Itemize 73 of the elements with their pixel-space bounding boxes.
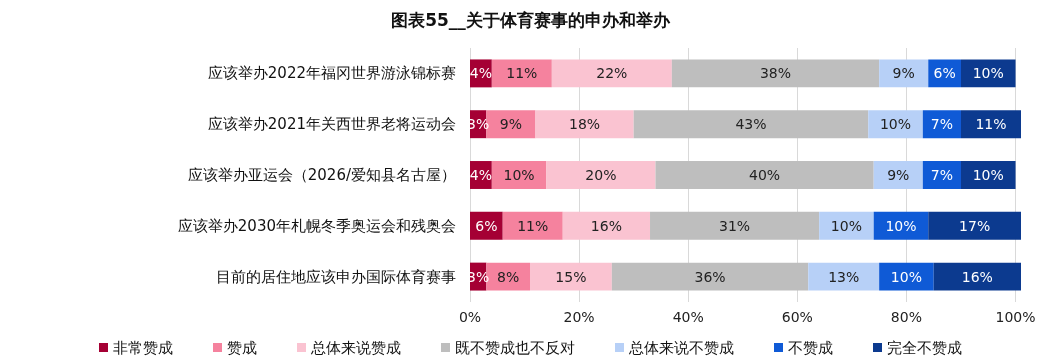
legend-label: 不赞成	[788, 338, 833, 357]
legend-label: 总体来说不赞成	[628, 338, 734, 357]
data-label: 10%	[972, 167, 1004, 183]
data-label: 15%	[555, 268, 587, 285]
data-label: 13%	[828, 268, 860, 285]
data-label: 18%	[569, 116, 601, 133]
data-label: 40%	[749, 167, 781, 183]
data-label: 10%	[830, 217, 862, 234]
bar	[530, 262, 612, 291]
data-label: 10%	[972, 65, 1004, 82]
y-tick-label: 应该举办2021年关西世界老将运动会	[207, 115, 456, 134]
x-tick-label: 60%	[781, 309, 813, 325]
x-tick-label: 100%	[995, 309, 1036, 325]
legend-label: 赞成	[227, 338, 257, 357]
data-label: 22%	[596, 65, 628, 82]
x-tick-label: 20%	[563, 309, 595, 325]
bar	[502, 211, 563, 240]
bar	[808, 262, 880, 291]
chart-title: 图表55__关于体育赛事的申办和举办	[391, 9, 671, 30]
data-label: 10%	[885, 217, 917, 234]
bar	[933, 262, 1021, 291]
data-label: 6%	[475, 217, 498, 234]
y-tick-label: 应该举办2030年札幌冬季奥运会和残奥会	[177, 216, 456, 235]
data-label: 9%	[892, 65, 915, 82]
y-tick-label: 应该举办亚运会（2026/爱知县名古屋）	[187, 166, 456, 184]
data-label: 7%	[930, 116, 954, 133]
bar	[960, 110, 1021, 139]
bar	[960, 161, 1016, 189]
data-label: 10%	[879, 116, 912, 133]
bar	[650, 211, 820, 240]
legend-label: 既不赞成也不反对	[455, 338, 575, 357]
data-label: 7%	[930, 167, 954, 183]
bar	[546, 161, 656, 189]
bar	[562, 211, 651, 240]
data-label: 6%	[933, 65, 956, 82]
data-label: 11%	[975, 116, 1007, 133]
data-label: 36%	[694, 268, 726, 285]
data-label: 8%	[497, 268, 520, 285]
data-label: 11%	[517, 217, 549, 234]
bar	[491, 59, 552, 88]
legend-label: 完全不赞成	[887, 338, 962, 357]
bar	[611, 262, 809, 291]
data-label: 4%	[469, 65, 493, 82]
bar	[873, 161, 923, 189]
data-label: 38%	[759, 65, 792, 82]
bar	[928, 211, 1021, 240]
bar	[960, 59, 1016, 88]
data-label: 20%	[585, 167, 617, 183]
data-label: 16%	[590, 217, 622, 234]
bar	[551, 59, 672, 88]
legend-label: 非常赞成	[113, 338, 173, 357]
legend-label: 总体来说赞成	[310, 338, 401, 357]
x-tick-label: 40%	[672, 309, 704, 325]
data-label: 10%	[890, 268, 922, 285]
data-label: 16%	[961, 268, 993, 285]
data-label: 10%	[503, 167, 535, 183]
bar	[535, 110, 634, 139]
data-label: 17%	[959, 217, 991, 234]
y-tick-label: 应该举办2022年福冈世界游泳锦标赛	[207, 64, 456, 83]
data-label: 43%	[735, 116, 767, 133]
data-label: 9%	[887, 167, 910, 183]
bar	[868, 110, 923, 139]
x-tick-label: 0%	[458, 309, 482, 325]
bar	[671, 59, 880, 88]
bar	[879, 59, 929, 88]
data-label: 4%	[469, 167, 493, 183]
data-label: 11%	[506, 65, 538, 82]
data-label: 31%	[719, 217, 751, 234]
x-tick-label: 80%	[890, 309, 922, 325]
data-label: 9%	[499, 116, 523, 133]
y-tick-label: 目前的居住地应该申办国际体育赛事	[216, 267, 456, 286]
bar	[655, 161, 874, 189]
bar	[633, 110, 869, 139]
